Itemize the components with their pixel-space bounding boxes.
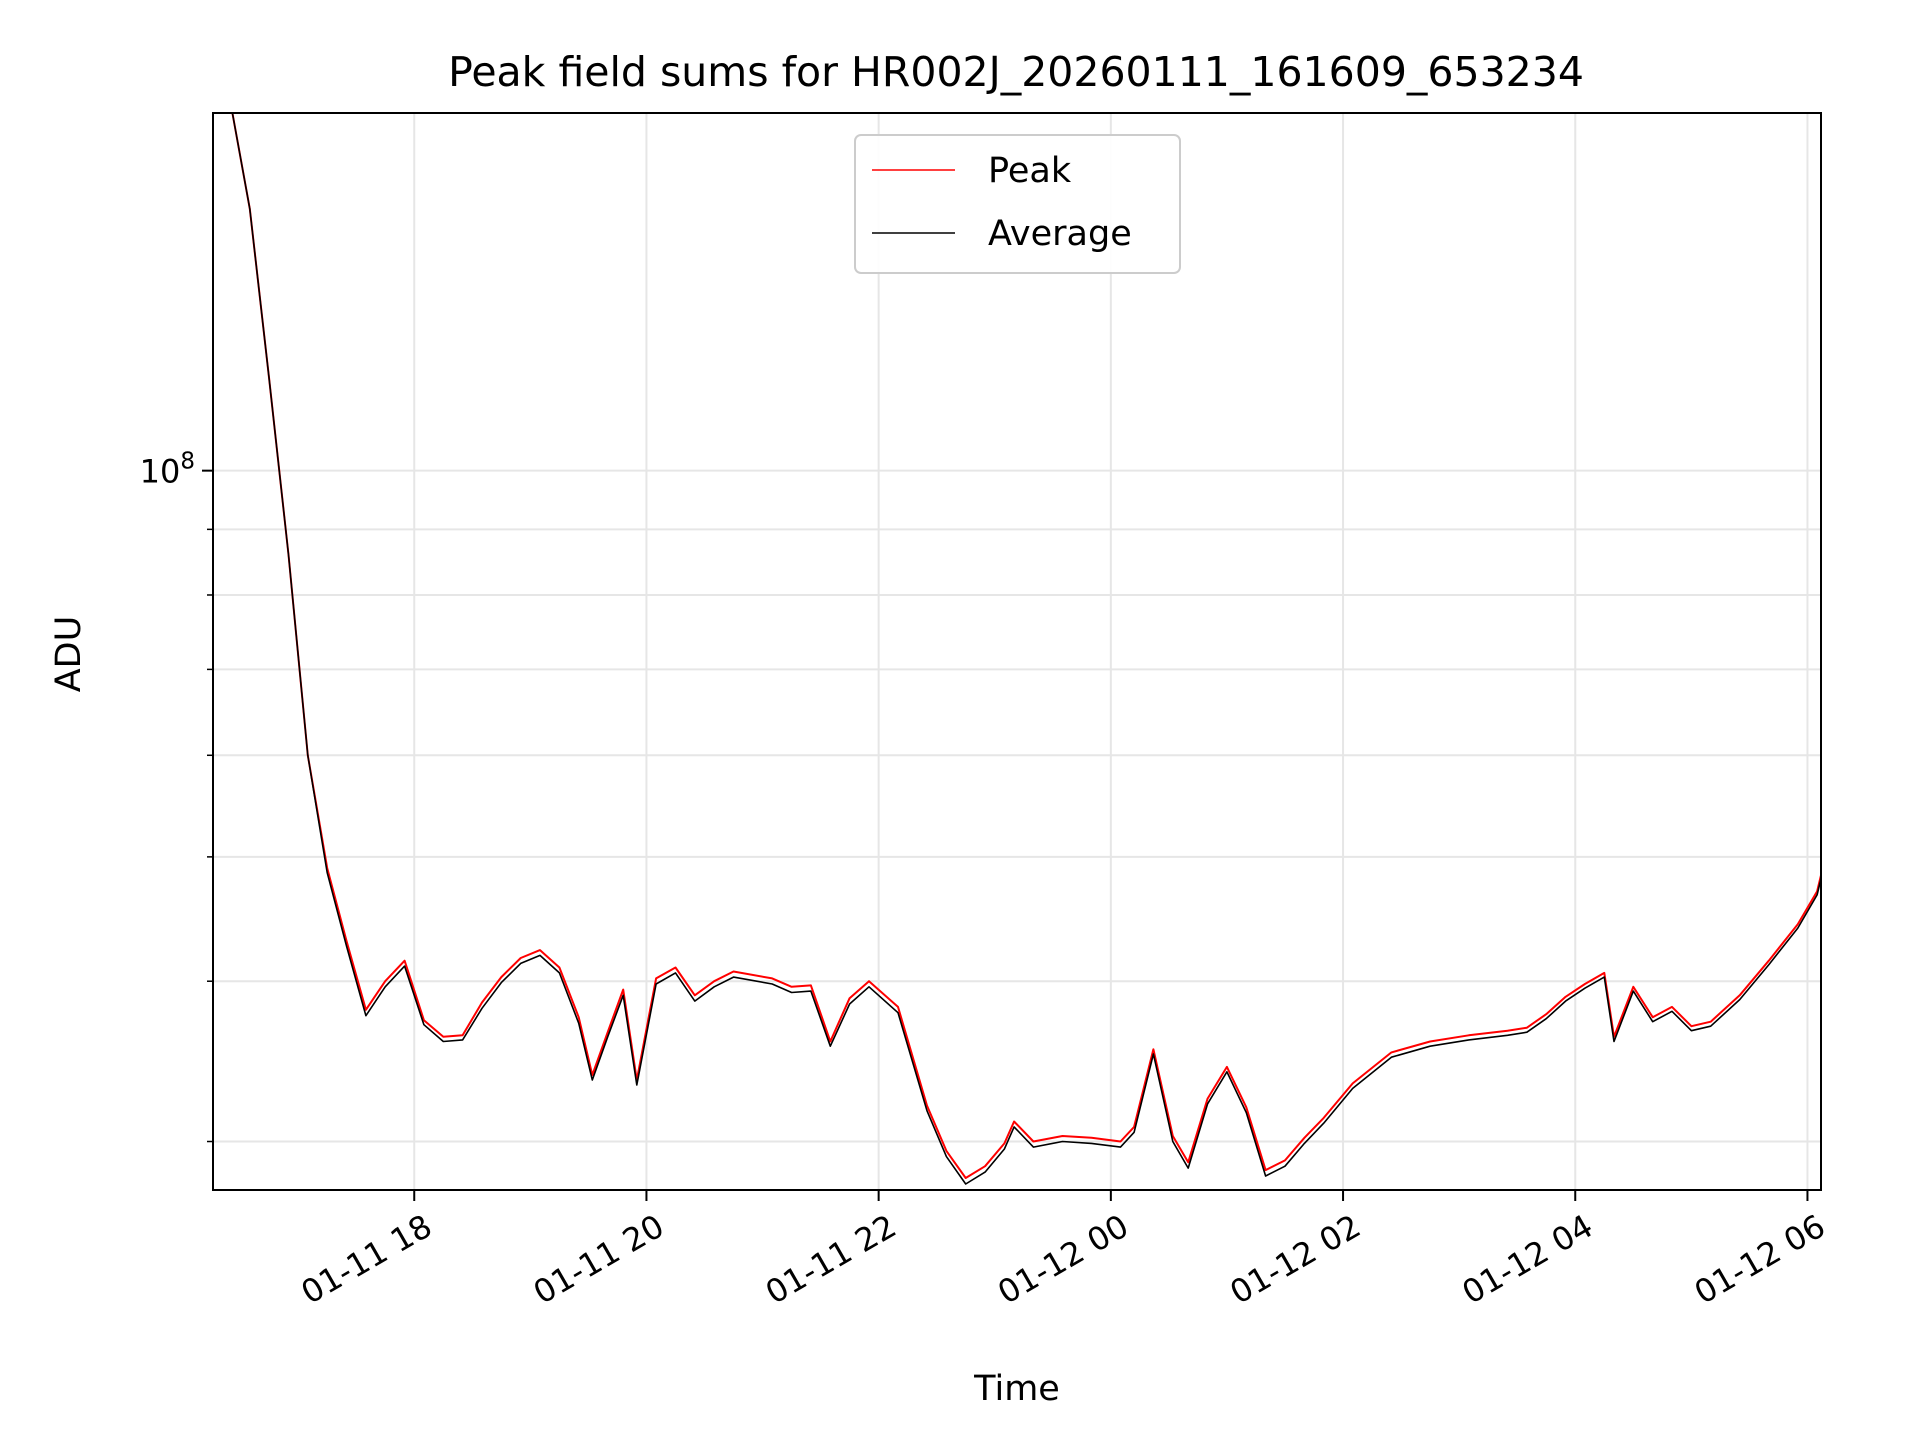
y-tick-label-base: 10 [140, 453, 181, 491]
y-tick-label-exponent: 8 [180, 449, 195, 475]
y-axis: 108 [140, 449, 213, 1143]
y-axis-label: ADU [49, 616, 89, 693]
y-tick-label: 108 [140, 449, 195, 491]
chart-title: Peak field sums for HR002J_20260111_1616… [448, 48, 1584, 96]
x-axis-label: Time [973, 1369, 1060, 1409]
grid [213, 113, 1821, 1190]
legend: Peak Average [854, 134, 1181, 274]
series-line-average [231, 113, 1821, 1185]
legend-label-average: Average [988, 214, 1132, 254]
series-line-peak [231, 113, 1821, 1179]
plot-frame [212, 112, 1822, 1191]
series-layer [231, 113, 1821, 1185]
legend-label-peak: Peak [988, 151, 1072, 191]
plot-area [231, 113, 1821, 1185]
